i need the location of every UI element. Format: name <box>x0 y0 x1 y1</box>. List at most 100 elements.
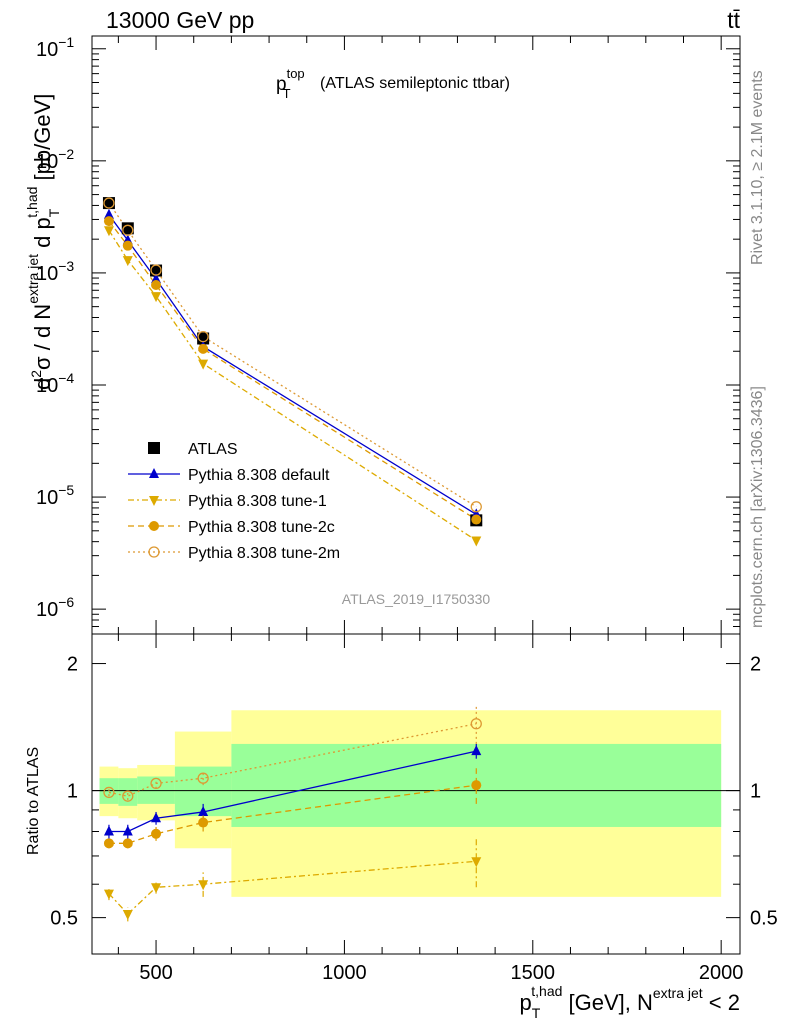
chart-title: ptop T <box>276 66 305 101</box>
ratio-point-1-1 <box>122 909 133 920</box>
data-point-3-2 <box>151 280 162 291</box>
ratio-bands <box>92 710 740 897</box>
ratio-point-1-3 <box>198 880 209 891</box>
legend-label-3: Pythia 8.308 tune-2c <box>188 519 335 536</box>
y-tick-label: 10−5 <box>36 482 74 509</box>
y-tick-label-exponent: −5 <box>58 482 74 498</box>
data-point-1-0 <box>103 208 114 219</box>
ratio-y-tick-label: 1 <box>67 781 78 803</box>
y-tick-label-exponent: −6 <box>58 594 74 610</box>
main-data <box>102 197 483 547</box>
ratio-point-0-1 <box>122 825 133 836</box>
y-tick-label: 10−4 <box>36 370 74 397</box>
y-tick-label-exponent: −3 <box>58 258 74 274</box>
ratio-y-tick-label: 0.5 <box>50 908 78 930</box>
ratio-y-tick-label: 2 <box>67 654 78 676</box>
y-tick-label: 10−1 <box>36 34 74 61</box>
data-point-2-1 <box>122 256 133 267</box>
legend-label-1: Pythia 8.308 default <box>188 467 330 484</box>
data-point-0-0 <box>102 197 115 210</box>
data-point-2-0 <box>103 226 114 237</box>
data-point-3-4 <box>471 514 482 525</box>
ratio-y-tick-label-right: 1 <box>750 781 761 803</box>
legend-marker-4 <box>148 546 160 558</box>
data-point-4-3 <box>197 330 209 343</box>
ratio-point-3-0 <box>103 786 115 799</box>
energy-label: 13000 GeV pp <box>106 7 254 33</box>
x-tick-label: 1500 <box>511 962 556 984</box>
y-tick-label: 10−2 <box>36 146 74 173</box>
series-line-4 <box>108 202 477 508</box>
rivet-label: Rivet 3.1.10, ≥ 2.1M events <box>749 70 766 265</box>
ratio-y-axis-label: Ratio to ATLAS <box>25 747 42 855</box>
analysis-id-label: ATLAS_2019_I1750330 <box>342 591 491 607</box>
series-line-2 <box>108 229 477 542</box>
ratio-line-2 <box>108 784 477 844</box>
ratio-point-0-3 <box>198 805 209 816</box>
y-tick-label-exponent: −4 <box>58 370 74 386</box>
data-point-1-2 <box>151 273 162 284</box>
x-tick-label: 500 <box>139 962 172 984</box>
legend-label-0: ATLAS <box>188 441 238 458</box>
process-label: tt̄ <box>727 7 740 33</box>
y-tick-label-base: 10 <box>36 263 58 285</box>
mcplots-label: mcplots.cern.ch [arXiv:1306.3436] <box>749 386 766 628</box>
ratio-point-3-3 <box>197 772 209 784</box>
y-tick-label-exponent: −1 <box>58 34 74 50</box>
ratio-point-3-4 <box>470 718 482 730</box>
ratio-point-2-1 <box>122 838 133 849</box>
series-line-3 <box>108 220 477 521</box>
x-axis-label: pTt,had [GeV], Nextra jet < 2 <box>519 983 740 1021</box>
data-point-3-0 <box>103 216 114 227</box>
y-tick-label: 10−6 <box>36 594 74 621</box>
data-point-4-1 <box>122 224 134 236</box>
data-point-0-3 <box>197 332 210 345</box>
main-x-ticks <box>117 36 722 634</box>
chart-title-text: (ATLAS semileptonic ttbar) <box>320 75 510 92</box>
y-tick-label-base: 10 <box>36 151 58 173</box>
ratio-point-0-4 <box>471 745 482 756</box>
ratio-data <box>103 705 482 922</box>
data-point-4-4 <box>470 501 482 513</box>
ratio-y-tick-label-right: 0.5 <box>750 908 778 930</box>
ratio-x-ticks: 500 1000 1500 2000 <box>117 634 744 984</box>
legend: ATLAS Pythia 8.308 default Pythia 8.308 tu… <box>128 441 340 562</box>
ratio-y-tick-label-right: 2 <box>750 654 761 676</box>
data-point-2-3 <box>198 359 209 370</box>
main-panel: 10−610−510−410−310−210−1 ptop T (ATLAS se… <box>24 34 741 635</box>
data-point-4-0 <box>103 197 115 209</box>
ratio-panel: 0.5 0.5 1 1 2 2 500 1000 1500 2000 Ratio to ATLA… <box>25 633 778 1021</box>
data-point-3-1 <box>122 240 133 251</box>
ratio-point-2-0 <box>103 838 114 849</box>
ratio-point-2-2 <box>151 828 162 839</box>
main-y-axis-label: d2σ / d Nextra jet d pTt,had [pb/GeV] <box>24 94 62 390</box>
main-y-ticks: 10−610−510−410−310−210−1 <box>36 34 740 635</box>
ratio-point-2-3 <box>198 817 209 828</box>
legend-marker-3 <box>149 521 159 531</box>
ratio-point-0-2 <box>151 812 162 823</box>
ratio-y-ticks: 0.5 0.5 1 1 2 2 <box>50 654 778 930</box>
legend-label-2: Pythia 8.308 tune-1 <box>188 493 327 510</box>
legend-label-4: Pythia 8.308 tune-2m <box>188 545 340 562</box>
legend-marker-2 <box>149 496 159 506</box>
ratio-frame <box>91 633 741 955</box>
data-point-0-1 <box>121 222 134 235</box>
ratio-point-2-4 <box>471 780 482 791</box>
legend-marker-0 <box>148 442 160 454</box>
data-point-3-3 <box>198 343 209 354</box>
y-tick-label-base: 10 <box>36 39 58 61</box>
y-tick-label-base: 10 <box>36 375 58 397</box>
legend-marker-1 <box>149 468 159 478</box>
x-tick-label: 2000 <box>699 962 744 984</box>
x-tick-label: 1000 <box>322 962 367 984</box>
ratio-point-3-1 <box>122 790 134 802</box>
ratio-point-1-2 <box>151 883 162 894</box>
ratio-point-1-4 <box>471 857 482 868</box>
y-tick-label-base: 10 <box>36 599 58 621</box>
y-tick-label-exponent: −2 <box>58 146 74 162</box>
ratio-point-1-0 <box>103 889 114 900</box>
data-point-2-2 <box>151 292 162 303</box>
ratio-point-3-2 <box>150 777 162 790</box>
data-point-4-2 <box>150 264 162 276</box>
